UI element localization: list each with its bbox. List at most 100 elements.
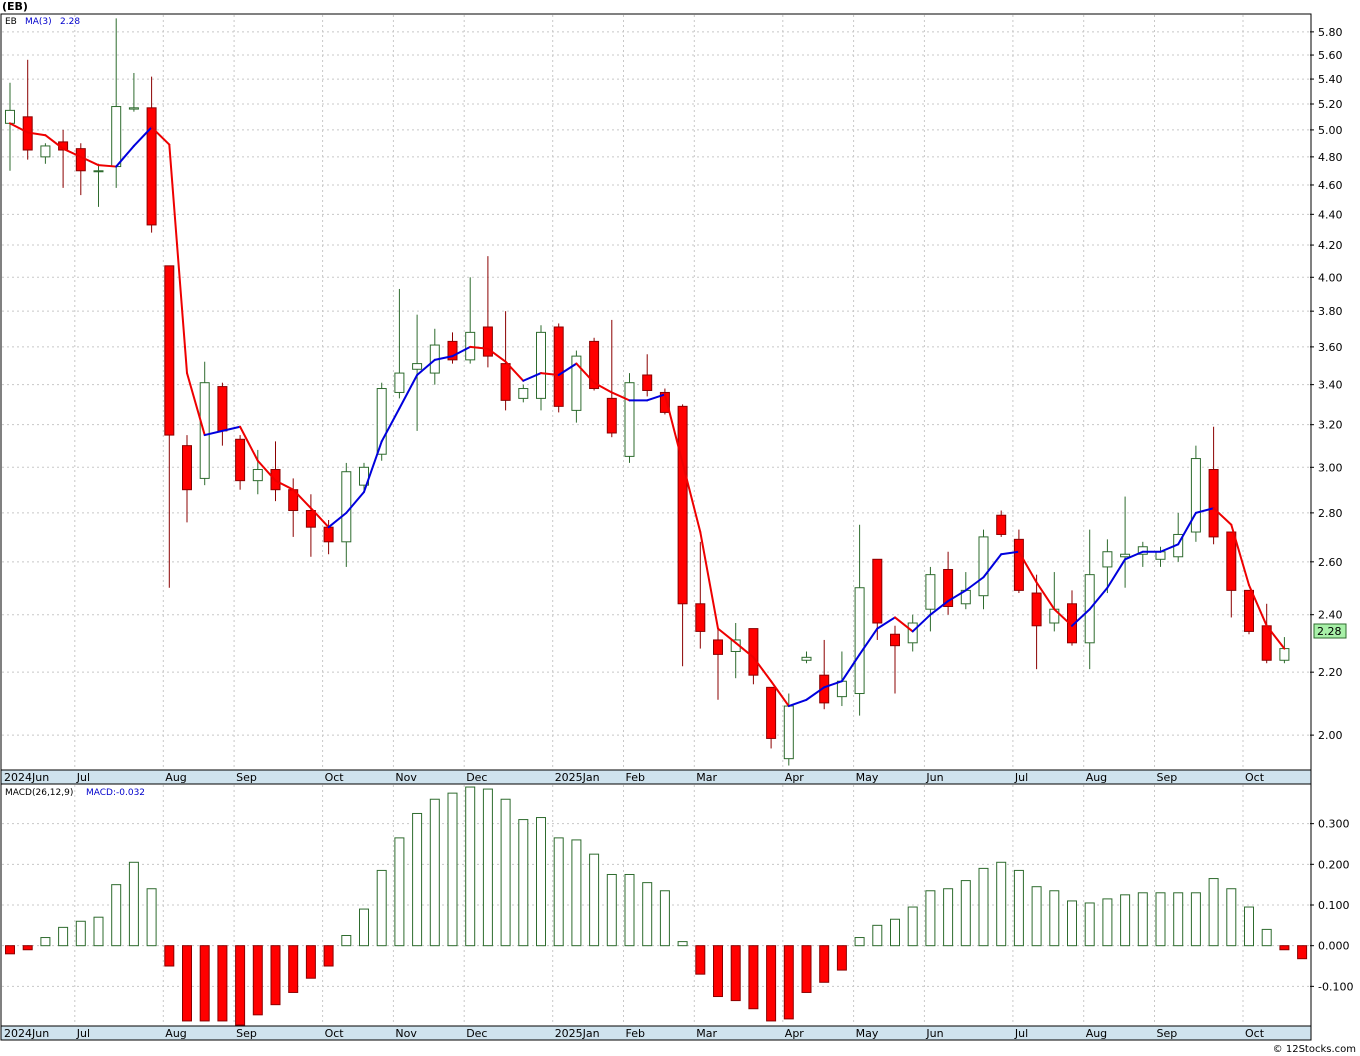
macd-x-label: Aug: [165, 1027, 186, 1040]
price-x-label: May: [856, 771, 879, 784]
candle-body: [783, 705, 794, 760]
candle: [146, 76, 157, 233]
price-tick-label: 2.40: [1318, 609, 1343, 622]
candle: [801, 651, 812, 664]
macd-bar: [1279, 945, 1290, 951]
candle-body: [217, 386, 228, 432]
price-tick-label: 3.40: [1318, 379, 1343, 392]
candle: [182, 435, 192, 523]
ma3-segment: [1000, 550, 1020, 556]
ma3-segment: [575, 362, 596, 384]
macd-bar: [996, 861, 1007, 947]
candle-body: [305, 510, 316, 528]
macd-x-label: Mar: [696, 1027, 717, 1040]
price-x-label: Sep: [236, 771, 257, 784]
macd-bar: [394, 837, 405, 947]
watermark: © 12Stocks.com: [1273, 1044, 1356, 1055]
candle-body: [1244, 589, 1254, 632]
macd-x-label: Oct: [1245, 1027, 1265, 1040]
ma3-segment: [964, 576, 985, 592]
candle: [642, 354, 653, 397]
ma3-segment: [44, 134, 65, 150]
ma3-segment: [274, 479, 295, 491]
ma3-segment: [1124, 550, 1144, 561]
candle: [447, 332, 458, 364]
macd-bar: [1013, 869, 1024, 947]
ma3-segment: [717, 627, 737, 644]
candle: [199, 361, 210, 486]
candle-body: [606, 397, 617, 434]
macd-bar: [1155, 892, 1166, 947]
macd-bar: [199, 945, 210, 1022]
macd-tick-label: 0.100: [1318, 899, 1350, 912]
macd-x-axis-labels: 2024Jun Jul Aug Sep Oct Nov Dec 2025Jan Feb Mar Ap…: [4, 1027, 1265, 1040]
macd-bar: [978, 867, 989, 947]
candle-body: [146, 107, 157, 226]
candle-body: [907, 622, 918, 644]
ma3-segment: [256, 459, 277, 482]
candle: [1137, 541, 1148, 567]
candle: [412, 314, 423, 431]
macd-bar: [412, 812, 423, 947]
macd-label: MACD(26,12,9): [5, 788, 73, 798]
candle-body: [394, 372, 405, 393]
ma3-segment: [1212, 507, 1233, 526]
ma3-segment: [840, 653, 861, 683]
candle-body: [341, 471, 352, 543]
candle-body: [182, 445, 192, 491]
candle-body: [978, 536, 989, 597]
ma-value: 2.28: [60, 17, 80, 27]
price-x-label: Oct: [1245, 771, 1265, 784]
macd-bar: [500, 798, 511, 947]
ma3-segment: [451, 345, 472, 358]
macd-x-label: Nov: [395, 1027, 417, 1040]
macd-bar: [925, 890, 936, 947]
candle-body: [5, 109, 15, 124]
candle-body: [412, 363, 423, 370]
candle-body: [713, 639, 723, 655]
candle-body: [872, 558, 883, 624]
price-panel: [0, 13, 1312, 771]
ma3-segment: [1177, 511, 1197, 546]
macd-bar: [1049, 890, 1060, 947]
ma3-segment: [770, 680, 790, 708]
candle: [713, 628, 723, 700]
macd-bar: [571, 839, 582, 947]
candle-body: [1120, 553, 1131, 558]
ma3-segment: [1194, 507, 1215, 514]
ma3-segment: [132, 126, 153, 147]
ma3-segment: [876, 616, 896, 630]
ma3-segment: [929, 600, 950, 616]
candle: [606, 319, 617, 438]
candle-body: [695, 603, 706, 632]
macd-bar: [1244, 906, 1254, 947]
candlestick-series: [5, 18, 1290, 766]
ma3-segment: [540, 372, 560, 376]
candle: [695, 541, 706, 649]
ma3-segment: [380, 407, 401, 443]
candle-body: [553, 326, 564, 407]
candle-body: [199, 382, 210, 479]
macd-bar: [589, 853, 600, 947]
price-tick-label: 5.40: [1318, 73, 1343, 86]
ma3-segment: [1230, 523, 1250, 587]
candle: [890, 625, 900, 694]
candle-body: [164, 265, 175, 436]
candle-body: [1102, 551, 1113, 568]
macd-bar: [872, 924, 883, 947]
candle: [1190, 445, 1201, 542]
candle-body: [376, 388, 387, 455]
candle-body: [659, 391, 670, 413]
price-vertical-gridlines: [74, 15, 1244, 769]
candle-body: [677, 405, 688, 605]
ma3-segment: [1053, 608, 1073, 627]
candle-body: [642, 374, 653, 391]
price-tick-label: 5.00: [1318, 124, 1343, 137]
macd-bar: [288, 945, 299, 993]
candle-body: [235, 438, 246, 482]
candle: [1013, 529, 1024, 594]
macd-bar: [146, 888, 157, 947]
price-x-label: Jul: [1014, 771, 1028, 784]
ma3-segment: [433, 355, 454, 361]
ma3-segment: [982, 553, 1003, 579]
